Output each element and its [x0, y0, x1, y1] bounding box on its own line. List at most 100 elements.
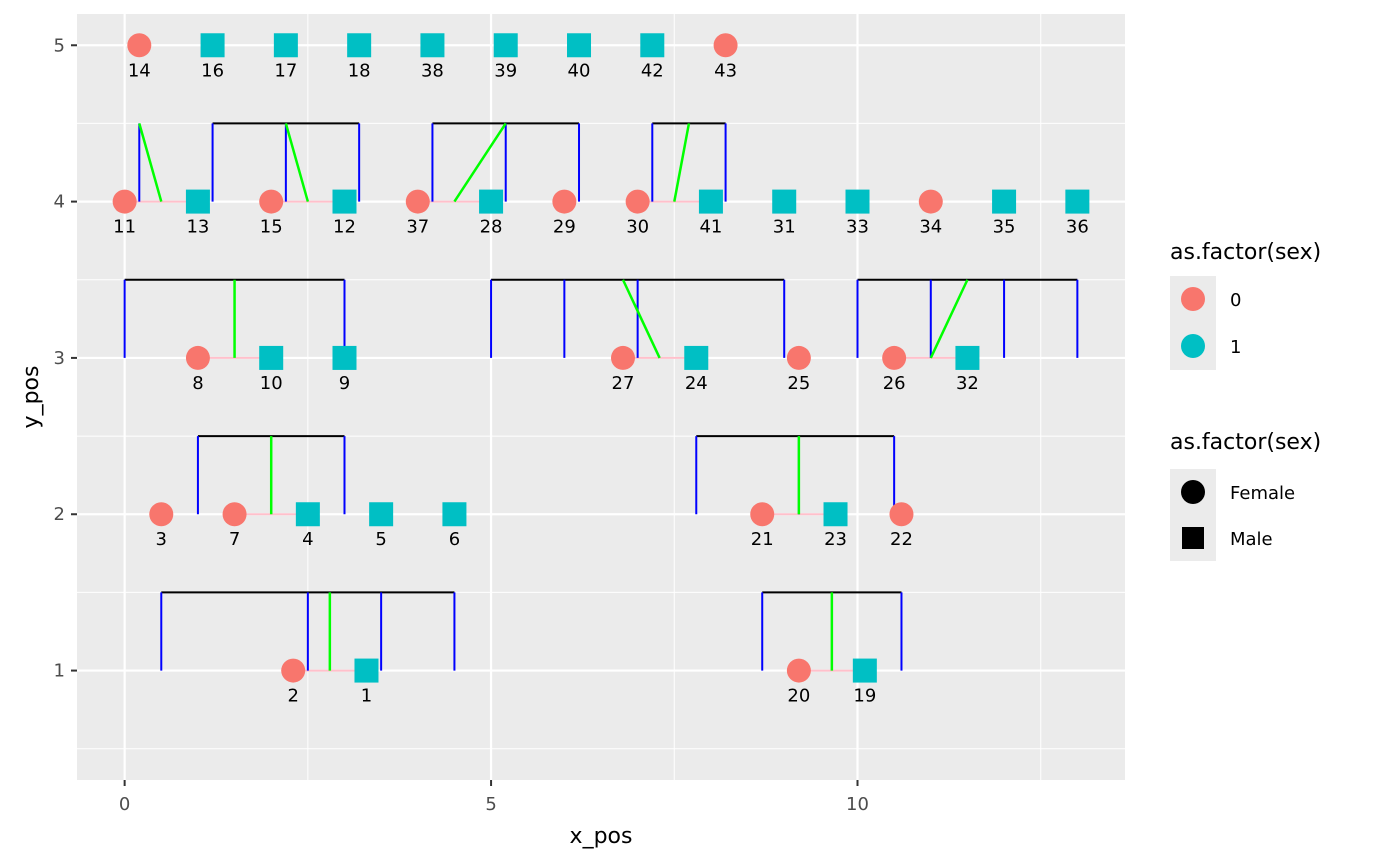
x-tick-label: 0 [119, 794, 130, 815]
x-tick-label: 10 [846, 794, 869, 815]
node-male-19 [852, 658, 877, 683]
node-label-37: 37 [406, 217, 429, 238]
y-tick-label: 2 [54, 504, 65, 525]
node-label-41: 41 [699, 217, 722, 238]
node-female-2 [281, 658, 306, 683]
node-label-5: 5 [375, 529, 386, 550]
node-male-4 [295, 502, 320, 527]
node-label-17: 17 [274, 60, 297, 81]
node-female-7 [222, 502, 247, 527]
node-label-4: 4 [302, 529, 313, 550]
node-label-9: 9 [339, 373, 350, 394]
node-female-15 [259, 189, 284, 214]
descent-link [673, 123, 691, 202]
node-female-27 [610, 345, 635, 370]
node-label-8: 8 [192, 373, 203, 394]
y-axis-ticks: 1 2 3 4 5 [54, 35, 77, 682]
node-male-35 [992, 189, 1017, 214]
node-female-37 [405, 189, 430, 214]
node-male-40 [567, 33, 592, 58]
legend-shape-key-female [1181, 480, 1205, 504]
node-male-38 [420, 33, 445, 58]
legend-shape-key-male [1182, 527, 1204, 549]
node-female-26 [882, 345, 907, 370]
descent-link [453, 122, 507, 203]
node-label-1: 1 [361, 686, 372, 707]
legend-shape-title: as.factor(sex) [1170, 430, 1321, 455]
node-female-29 [552, 189, 577, 214]
y-tick-label: 4 [54, 192, 65, 213]
node-label-42: 42 [641, 60, 664, 81]
node-male-33 [845, 189, 870, 214]
node-male-36 [1065, 189, 1090, 214]
node-male-24 [684, 345, 709, 370]
node-label-12: 12 [333, 217, 356, 238]
node-label-43: 43 [714, 60, 737, 81]
node-label-36: 36 [1066, 217, 1089, 238]
y-tick-label: 5 [54, 35, 65, 56]
node-female-25 [786, 345, 811, 370]
descent-link [929, 279, 969, 359]
legend-shape-label-female: Female [1230, 483, 1295, 504]
node-female-22 [889, 502, 914, 527]
node-label-35: 35 [993, 217, 1016, 238]
x-axis-title: x_pos [570, 824, 633, 849]
node-female-14 [127, 33, 152, 58]
node-label-23: 23 [824, 529, 847, 550]
x-tick-label: 5 [485, 794, 496, 815]
node-label-39: 39 [494, 60, 517, 81]
node-label-25: 25 [787, 373, 810, 394]
node-label-18: 18 [348, 60, 371, 81]
node-male-9 [332, 345, 357, 370]
node-label-27: 27 [612, 373, 635, 394]
y-tick-label: 1 [54, 661, 65, 682]
node-label-13: 13 [186, 217, 209, 238]
node-male-17 [273, 33, 298, 58]
node-male-10 [259, 345, 284, 370]
node-male-28 [479, 189, 504, 214]
node-male-41 [698, 189, 723, 214]
node-female-3 [149, 502, 174, 527]
node-label-7: 7 [229, 529, 240, 550]
node-label-31: 31 [773, 217, 796, 238]
node-label-2: 2 [287, 686, 298, 707]
node-label-14: 14 [128, 60, 151, 81]
node-male-42 [640, 33, 665, 58]
y-tick-label: 3 [54, 348, 65, 369]
legend-color-title: as.factor(sex) [1170, 240, 1321, 265]
node-female-30 [625, 189, 650, 214]
legend-color-label-1: 1 [1230, 337, 1241, 358]
node-label-24: 24 [685, 373, 708, 394]
node-label-10: 10 [260, 373, 283, 394]
x-axis-ticks: 0 5 10 [119, 780, 869, 815]
node-label-38: 38 [421, 60, 444, 81]
node-female-21 [750, 502, 775, 527]
node-label-15: 15 [260, 217, 283, 238]
y-axis-title: y_pos [19, 366, 44, 429]
node-female-34 [918, 189, 943, 214]
node-label-6: 6 [449, 529, 460, 550]
node-label-3: 3 [156, 529, 167, 550]
node-male-5 [369, 502, 394, 527]
node-label-26: 26 [883, 373, 906, 394]
node-male-13 [185, 189, 210, 214]
node-label-20: 20 [787, 686, 810, 707]
legend-color-key-1 [1181, 334, 1205, 358]
node-label-40: 40 [568, 60, 591, 81]
node-female-8 [185, 345, 210, 370]
descent-link [284, 123, 310, 202]
node-male-31 [772, 189, 797, 214]
legend-color-label-0: 0 [1230, 290, 1241, 311]
node-label-16: 16 [201, 60, 224, 81]
node-male-32 [955, 345, 980, 370]
descent-link [138, 123, 163, 202]
legend-color-key-0 [1181, 287, 1205, 311]
node-label-22: 22 [890, 529, 913, 550]
node-female-43 [713, 33, 738, 58]
node-label-30: 30 [626, 217, 649, 238]
node-female-20 [786, 658, 811, 683]
node-male-18 [347, 33, 372, 58]
node-label-21: 21 [751, 529, 774, 550]
node-female-11 [112, 189, 137, 214]
